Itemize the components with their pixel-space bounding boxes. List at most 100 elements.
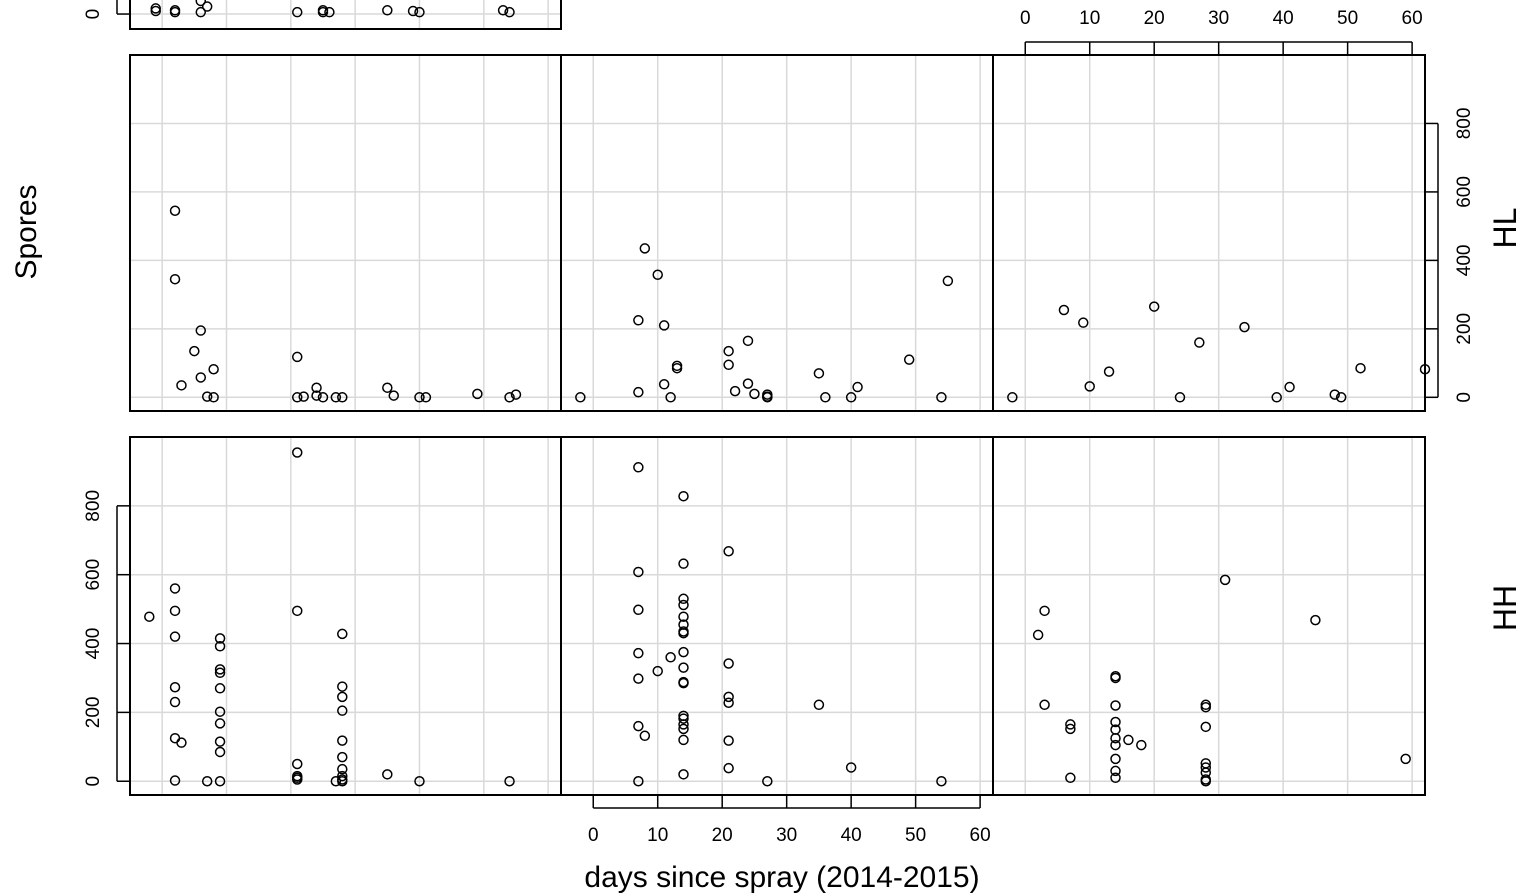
data-point	[292, 758, 303, 770]
frame-layer	[129, 0, 1426, 796]
data-point	[504, 775, 515, 787]
data-point	[169, 605, 181, 617]
panel-frame	[129, 0, 562, 30]
data-point	[414, 392, 425, 403]
bottom-x-tick-label: 20	[712, 825, 733, 846]
data-point	[214, 667, 226, 679]
data-point	[1110, 765, 1121, 777]
data-point	[169, 583, 181, 594]
data-point	[845, 392, 857, 403]
data-point	[723, 691, 734, 703]
top-x-tick-label: 60	[1402, 8, 1423, 29]
data-point	[1110, 732, 1121, 744]
data-point	[169, 205, 181, 216]
data-point	[292, 6, 303, 18]
data-point	[420, 392, 432, 403]
data-point	[1219, 574, 1231, 586]
data-point	[1032, 629, 1044, 641]
grid-layer	[130, 0, 1425, 795]
data-point	[1084, 381, 1095, 392]
data-point	[742, 335, 754, 347]
data-point	[1110, 672, 1121, 684]
right-y-tick-label: 0	[1454, 392, 1475, 403]
data-point	[723, 762, 734, 774]
data-point	[936, 392, 947, 403]
data-point	[1355, 362, 1366, 374]
data-point	[658, 379, 670, 390]
data-point	[1078, 317, 1089, 328]
data-point	[144, 611, 155, 622]
data-point	[678, 593, 689, 605]
data-point	[169, 732, 181, 744]
data-point	[903, 354, 915, 365]
data-point	[1329, 389, 1340, 400]
data-point	[1239, 321, 1250, 333]
data-point	[678, 677, 689, 689]
data-point	[678, 723, 689, 735]
data-point	[1200, 762, 1212, 773]
data-point	[214, 664, 226, 675]
data-point	[633, 647, 644, 659]
panel-frame	[560, 436, 994, 796]
data-point	[1007, 392, 1018, 403]
bottom-x-tick-label: 10	[647, 825, 668, 846]
data-point	[1194, 337, 1205, 348]
data-point	[292, 392, 303, 403]
data-point	[633, 462, 644, 473]
data-point	[633, 386, 644, 398]
data-point	[337, 775, 348, 787]
data-point	[1039, 699, 1050, 711]
data-point	[813, 699, 825, 711]
top-x-tick-label: 40	[1273, 8, 1294, 29]
left-y-tick-label: 600	[83, 559, 104, 591]
data-point	[337, 770, 348, 782]
data-point	[1335, 392, 1347, 403]
data-point	[1310, 614, 1321, 626]
data-point	[1103, 366, 1115, 377]
data-point	[208, 392, 219, 403]
data-point	[1400, 753, 1411, 765]
data-point	[388, 390, 399, 401]
data-point	[633, 673, 644, 684]
data-point	[1110, 753, 1121, 765]
data-point	[723, 658, 734, 669]
data-point	[749, 388, 760, 400]
data-point	[742, 378, 754, 389]
strip-label-hl: HL	[1487, 208, 1523, 249]
bottom-x-tick-label: 40	[841, 825, 862, 846]
data-point	[1110, 739, 1121, 751]
data-point	[195, 325, 207, 336]
data-point	[195, 372, 207, 383]
data-point	[337, 763, 348, 775]
data-point	[652, 269, 663, 281]
data-point	[382, 769, 393, 780]
data-point	[1110, 716, 1121, 728]
data-point	[762, 775, 773, 787]
points-layer	[144, 0, 1431, 787]
data-point	[678, 558, 689, 569]
data-point	[665, 392, 676, 403]
data-point	[678, 611, 689, 622]
panel-frame	[560, 54, 994, 412]
data-point	[678, 719, 689, 730]
data-point	[214, 706, 226, 717]
right-y-tick-label: 200	[1454, 313, 1475, 345]
data-point	[723, 697, 734, 708]
data-point	[1284, 381, 1295, 393]
right-y-tick-label: 800	[1454, 108, 1475, 140]
data-point	[201, 391, 213, 402]
data-point	[658, 320, 670, 331]
data-point	[678, 769, 689, 780]
data-point	[1271, 392, 1282, 403]
data-point	[169, 631, 181, 642]
data-point	[337, 691, 348, 703]
data-point	[214, 633, 226, 644]
panel-frame	[992, 436, 1426, 796]
data-point	[762, 392, 773, 403]
data-point	[311, 390, 322, 401]
data-point	[678, 646, 689, 658]
data-point	[1174, 392, 1186, 403]
data-point	[852, 381, 863, 393]
data-point	[1200, 721, 1212, 733]
